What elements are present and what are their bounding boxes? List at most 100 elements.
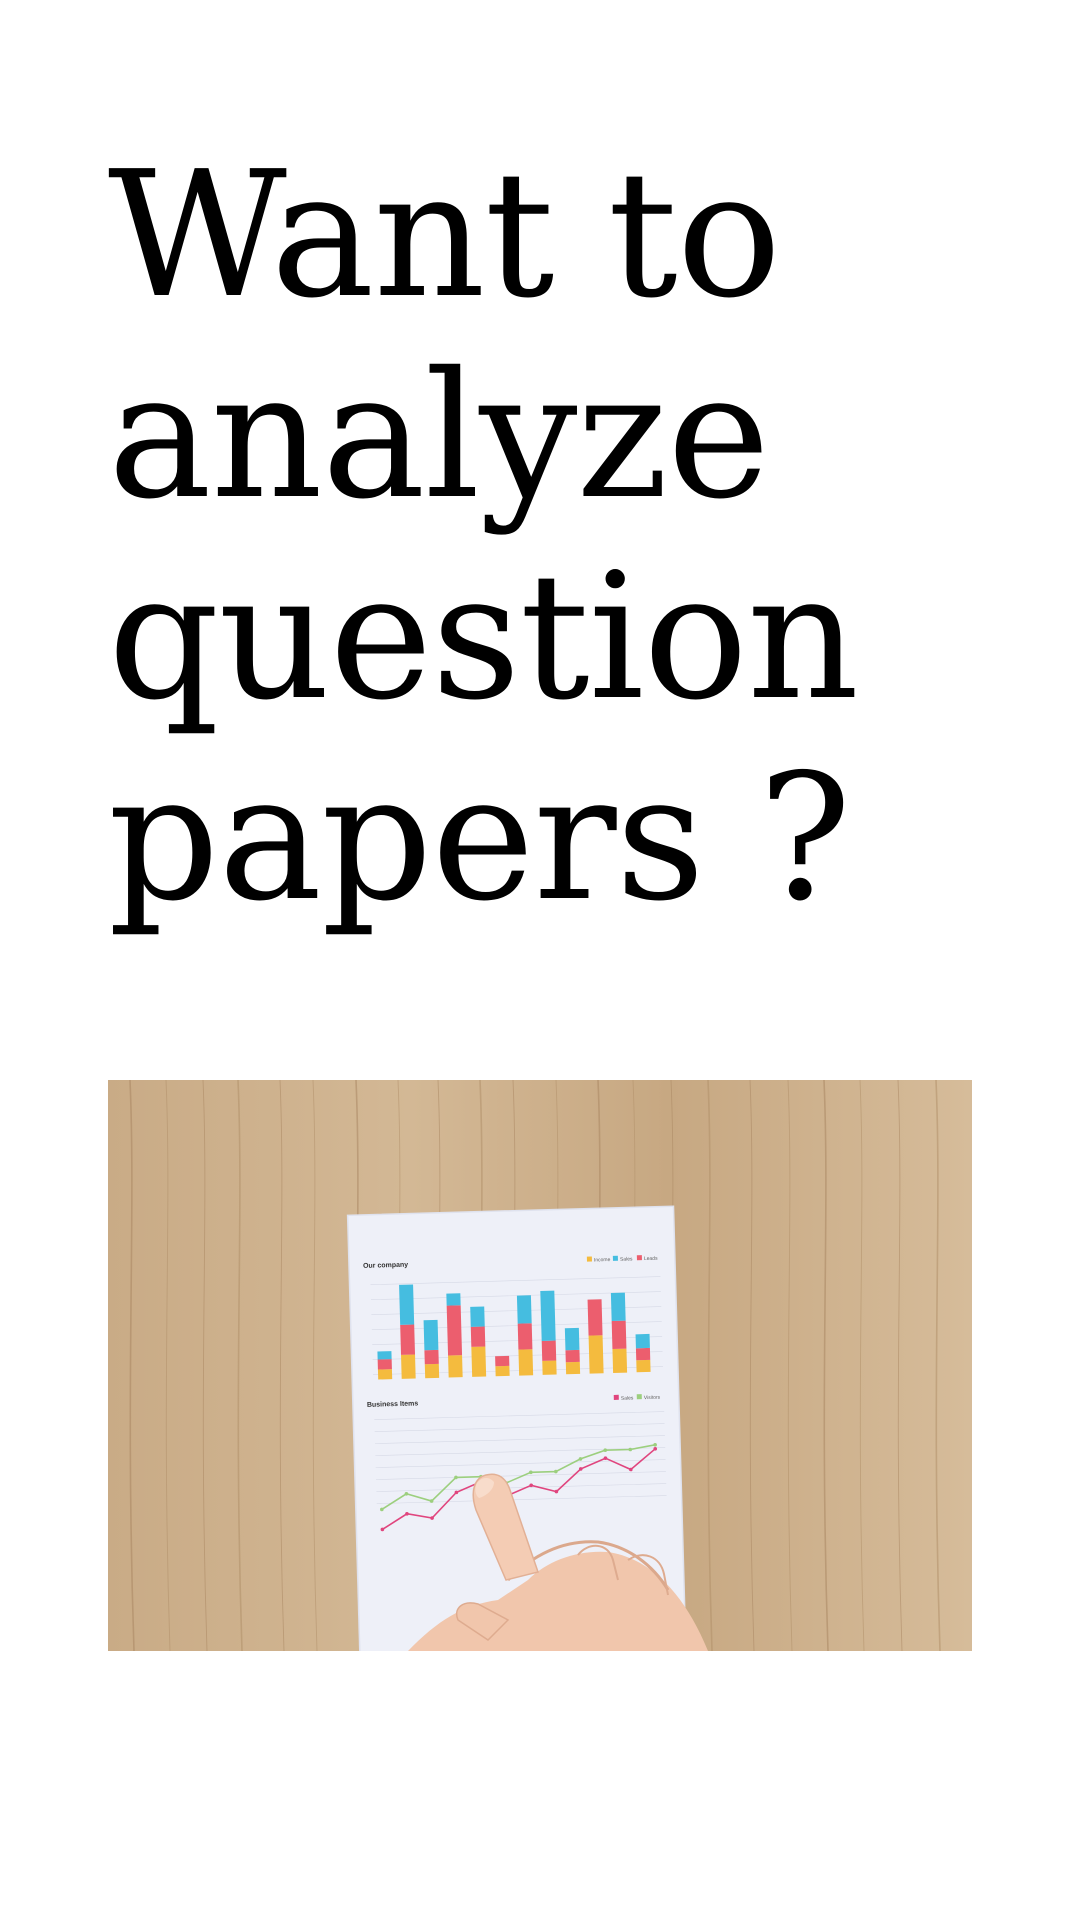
sales-point bbox=[405, 1511, 409, 1516]
bar-segment bbox=[495, 1355, 510, 1367]
visitors-point bbox=[628, 1447, 633, 1452]
sales-point bbox=[454, 1490, 459, 1495]
wood-grain-line bbox=[749, 1080, 755, 1651]
wood-grain-line bbox=[202, 1080, 208, 1651]
visitors-point bbox=[653, 1443, 657, 1447]
bar-segment bbox=[610, 1292, 626, 1321]
bar-segment bbox=[565, 1361, 581, 1375]
bar-segment bbox=[636, 1359, 651, 1373]
bar-segment bbox=[611, 1320, 627, 1349]
bar-segment bbox=[541, 1340, 557, 1361]
wood-grain-line bbox=[129, 1080, 135, 1651]
wood-grain-line bbox=[897, 1080, 903, 1651]
visitors-point bbox=[578, 1457, 583, 1461]
bottom-legend-item-2: Visitors bbox=[644, 1395, 661, 1401]
gridline bbox=[376, 1495, 667, 1504]
bar-segment bbox=[446, 1293, 461, 1306]
hand-ring-finger bbox=[627, 1554, 669, 1596]
visitors-point bbox=[603, 1448, 608, 1453]
sales-point bbox=[653, 1447, 658, 1451]
bar-segment bbox=[518, 1349, 534, 1376]
report-photo-illustration: Our company Income Sales Leads Business … bbox=[108, 1080, 972, 1651]
gridline bbox=[374, 1435, 665, 1444]
bottom-legend-item-1: Sales bbox=[621, 1395, 634, 1401]
bar-segment bbox=[423, 1319, 439, 1351]
hand-middle-finger bbox=[577, 1544, 619, 1581]
gridline bbox=[375, 1471, 666, 1480]
bar-segment bbox=[587, 1299, 603, 1336]
gridline bbox=[375, 1459, 666, 1468]
bar-segment bbox=[588, 1335, 604, 1374]
headline-line-4: papers ? bbox=[108, 737, 852, 940]
hand-index-finger bbox=[472, 1473, 539, 1581]
bar-segment bbox=[470, 1326, 486, 1347]
top-legend-item-3: Leads bbox=[644, 1256, 658, 1262]
visitors-point bbox=[429, 1499, 434, 1503]
top-legend-item-1: Income bbox=[594, 1257, 611, 1263]
wood-grain-line bbox=[312, 1080, 318, 1651]
bar-segment bbox=[377, 1351, 392, 1360]
gridline bbox=[374, 1423, 665, 1432]
gridline bbox=[374, 1411, 665, 1420]
bar-segment bbox=[564, 1327, 580, 1351]
bar-segment bbox=[471, 1346, 487, 1377]
bottom-legend: Sales Visitors bbox=[613, 1394, 661, 1402]
visitors-point bbox=[554, 1469, 558, 1474]
sales-point bbox=[430, 1516, 434, 1520]
visitors-point bbox=[529, 1470, 533, 1475]
line-points bbox=[380, 1443, 658, 1532]
sales-line bbox=[381, 1448, 656, 1531]
wood-grain-line bbox=[237, 1080, 243, 1651]
bar-segment bbox=[377, 1369, 393, 1380]
bar-segment bbox=[401, 1354, 416, 1379]
sales-point bbox=[603, 1456, 608, 1461]
headline-line-1: Want to bbox=[108, 134, 781, 337]
sales-point bbox=[554, 1489, 559, 1494]
sales-point bbox=[629, 1467, 633, 1472]
bar-segment bbox=[424, 1349, 439, 1365]
bar-segment bbox=[446, 1305, 463, 1356]
headline-line-2: analyze bbox=[108, 335, 770, 538]
bar-segment bbox=[540, 1290, 556, 1341]
wood-grain-line bbox=[935, 1080, 941, 1651]
wood-grain-line bbox=[707, 1080, 713, 1651]
pointing-hand bbox=[408, 1473, 708, 1651]
bar-segment bbox=[517, 1323, 533, 1350]
top-legend-item-2: Sales bbox=[620, 1256, 633, 1262]
bar-segment bbox=[542, 1360, 557, 1375]
visitors-point bbox=[380, 1507, 384, 1512]
wood-grain-line bbox=[279, 1080, 285, 1651]
bar-segment bbox=[612, 1348, 628, 1373]
wood-grain-line bbox=[165, 1080, 171, 1651]
headline: Want to analyze question papers ? bbox=[108, 135, 1008, 939]
headline-line-3: question bbox=[108, 536, 859, 739]
bar-segment bbox=[448, 1355, 463, 1378]
wood-grain-line bbox=[787, 1080, 793, 1651]
sales-point bbox=[529, 1483, 534, 1488]
bar-segment bbox=[470, 1306, 485, 1327]
bar-segment bbox=[495, 1365, 510, 1377]
wood-grain-line bbox=[823, 1080, 829, 1651]
bar-segment bbox=[565, 1349, 580, 1363]
visitors-point bbox=[454, 1475, 458, 1480]
bar-segment bbox=[635, 1333, 650, 1349]
gridline bbox=[370, 1276, 661, 1285]
visitors-line bbox=[381, 1444, 656, 1511]
bar-segment bbox=[516, 1295, 532, 1324]
bottom-chart-gridlines bbox=[374, 1411, 667, 1504]
report-paper-shadow bbox=[346, 1205, 688, 1651]
visitors-point bbox=[404, 1491, 409, 1496]
bar-segment bbox=[400, 1324, 416, 1355]
bar-segment bbox=[424, 1363, 440, 1379]
bar-segment bbox=[377, 1359, 392, 1370]
bar-segment bbox=[399, 1284, 415, 1325]
top-legend: Income Sales Leads bbox=[586, 1255, 658, 1263]
bar-segment bbox=[635, 1347, 651, 1361]
top-chart-bars bbox=[377, 1284, 651, 1380]
gridline bbox=[375, 1447, 666, 1456]
sales-point bbox=[380, 1527, 385, 1532]
hand-thumb bbox=[456, 1602, 510, 1641]
top-chart-title: Our company bbox=[363, 1262, 408, 1270]
report-photo: Our company Income Sales Leads Business … bbox=[108, 1080, 972, 1651]
sales-point bbox=[578, 1467, 583, 1471]
